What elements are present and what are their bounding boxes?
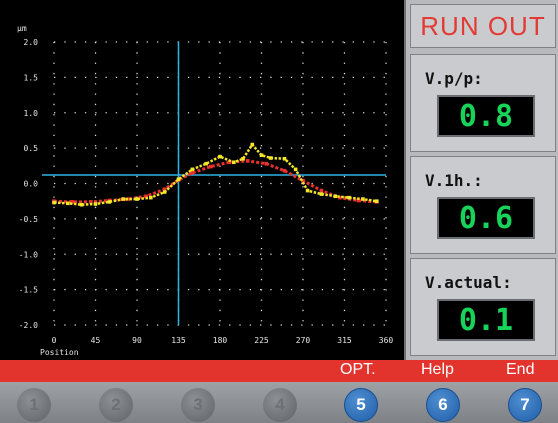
data-point <box>319 192 324 196</box>
y-tick-label: -1.0 <box>19 250 38 259</box>
data-point <box>268 156 273 160</box>
data-point <box>259 153 264 157</box>
data-point <box>245 159 250 163</box>
softkey-4[interactable]: 4 <box>263 388 297 422</box>
y-tick-label: 2.0 <box>24 38 39 47</box>
runout-chart: 2.0 1.5 1.0 0.5 0.0 -0.5 -1.0 -1.5 -2.0 0 45 90 135 1… <box>0 0 404 360</box>
mode-title: RUN OUT <box>410 4 556 48</box>
x-tick-label: 270 <box>296 336 311 345</box>
data-point <box>89 200 93 204</box>
vpp-value: 0.8 <box>437 95 535 137</box>
x-tick-label: 45 <box>91 336 101 345</box>
softkey-1[interactable]: 1 <box>17 388 51 422</box>
y-tick-label: -1.5 <box>19 286 38 295</box>
data-point <box>264 161 268 166</box>
data-point <box>227 160 232 165</box>
y-tick-label: 0.0 <box>24 180 39 189</box>
data-point <box>162 190 167 194</box>
data-point <box>190 167 195 172</box>
y-tick-label: -0.5 <box>19 215 38 224</box>
data-point <box>301 178 305 183</box>
data-point <box>121 197 125 201</box>
data-point <box>135 197 139 201</box>
data-point <box>338 195 342 200</box>
data-point <box>282 168 287 173</box>
y-tick-label: 1.0 <box>24 109 39 118</box>
chart-svg: 2.0 1.5 1.0 0.5 0.0 -0.5 -1.0 -1.5 -2.0 0 45 90 135 1… <box>17 24 394 357</box>
data-point <box>293 167 298 172</box>
y-tick-label: 0.5 <box>24 144 39 153</box>
options-bar: OPT. Help End <box>0 360 558 382</box>
vpp-label: V.p/p: <box>425 69 483 88</box>
data-point <box>176 177 181 182</box>
x-tick-label: 315 <box>337 336 352 345</box>
y-tick-label: 1.5 <box>24 73 39 82</box>
data-point <box>107 200 112 204</box>
softkey-6-help[interactable]: 6 <box>426 388 460 422</box>
data-point <box>149 195 153 200</box>
result-panel: RUN OUT V.p/p: 0.8 V.1h.: 0.6 V.actual: … <box>404 0 558 360</box>
data-point <box>333 194 338 199</box>
v1h-label: V.1h.: <box>425 171 483 190</box>
data-point <box>305 188 310 193</box>
softkey-3[interactable]: 3 <box>181 388 215 422</box>
data-point <box>361 197 365 201</box>
vactual-value: 0.1 <box>437 299 535 341</box>
data-point <box>208 164 213 169</box>
data-point <box>162 187 167 191</box>
data-point <box>66 201 70 206</box>
softkey-7-end[interactable]: 7 <box>508 388 542 422</box>
data-point <box>52 200 56 205</box>
v1h-value: 0.6 <box>437 197 535 239</box>
x-tick-label: 180 <box>213 336 228 345</box>
data-point <box>374 199 379 203</box>
series-line-yellow <box>53 142 377 206</box>
vactual-label: V.actual: <box>425 273 512 292</box>
x-axis-label: Position <box>40 348 79 357</box>
v1h-box: V.1h.: 0.6 <box>410 156 556 254</box>
data-point <box>250 142 255 147</box>
data-point <box>319 188 324 193</box>
x-tick-label: 0 <box>52 336 57 345</box>
softkey-2[interactable]: 2 <box>99 388 133 422</box>
data-point <box>70 200 75 204</box>
softkey-5-opt[interactable]: 5 <box>344 388 378 422</box>
data-point <box>241 156 245 161</box>
data-point <box>93 202 98 206</box>
x-tick-label: 135 <box>171 336 186 345</box>
data-point <box>232 160 236 165</box>
vactual-box: V.actual: 0.1 <box>410 258 556 356</box>
data-point <box>347 195 351 200</box>
softkey-bar: 1 2 3 4 5 6 7 <box>0 382 558 423</box>
data-point <box>144 194 149 199</box>
data-point <box>79 202 84 207</box>
data-point <box>282 156 287 161</box>
vpp-box: V.p/p: 0.8 <box>410 54 556 152</box>
x-tick-label: 360 <box>379 336 394 345</box>
data-point <box>218 154 222 159</box>
y-tick-label: -2.0 <box>19 321 38 330</box>
data-point <box>204 161 208 166</box>
opt-label[interactable]: OPT. <box>340 361 376 378</box>
help-label[interactable]: Help <box>421 361 454 378</box>
data-point <box>356 198 361 203</box>
x-tick-label: 90 <box>132 336 142 345</box>
end-label[interactable]: End <box>506 361 535 378</box>
series-line-red <box>53 159 377 204</box>
data-point <box>190 171 195 175</box>
y-axis-label: μm <box>17 24 27 33</box>
x-tick-label: 225 <box>254 336 269 345</box>
